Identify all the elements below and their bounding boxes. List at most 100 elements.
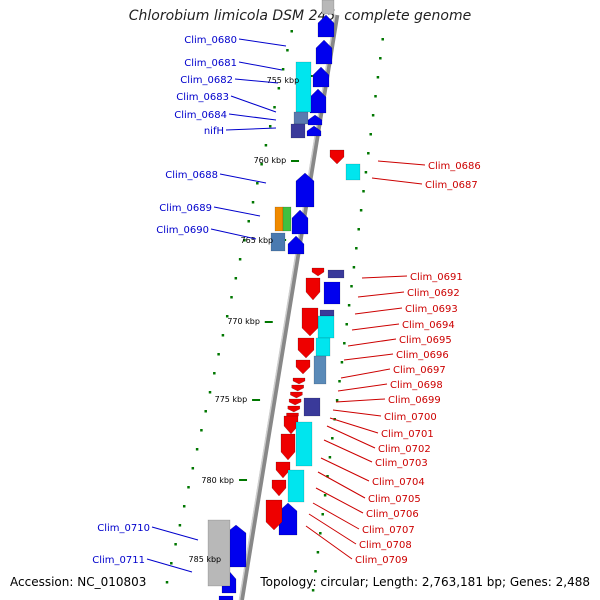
gene-label-clim-0687[interactable]: Clim_0687 bbox=[425, 180, 478, 191]
gene-blue-0684[interactable] bbox=[293, 111, 309, 125]
gene-label-clim-0700[interactable]: Clim_0700 bbox=[384, 412, 437, 423]
gene-clim-0682[interactable] bbox=[312, 66, 330, 88]
gene-clim-0693r[interactable] bbox=[301, 307, 319, 337]
leader-line bbox=[308, 513, 357, 545]
gene-label-clim-0705[interactable]: Clim_0705 bbox=[368, 494, 421, 505]
gene-clim-0698r[interactable] bbox=[291, 384, 304, 392]
gene-clim-0690b[interactable] bbox=[287, 235, 305, 255]
leader-line bbox=[351, 323, 400, 331]
leader-line bbox=[234, 78, 279, 84]
gene-clim-0698r[interactable] bbox=[292, 377, 306, 385]
gene-label-clim-0706[interactable]: Clim_0706 bbox=[366, 509, 419, 520]
gene-gray-top[interactable] bbox=[321, 0, 335, 15]
gene-blue-0697[interactable] bbox=[313, 355, 327, 385]
leader-line bbox=[335, 398, 386, 403]
gene-clim-0681[interactable] bbox=[315, 39, 333, 65]
tick-dot bbox=[273, 106, 276, 109]
gene-clim-0691[interactable] bbox=[311, 267, 325, 277]
gene-cyan-0694[interactable] bbox=[317, 315, 335, 339]
gene-clim-0696r[interactable] bbox=[295, 359, 311, 375]
leader-line bbox=[238, 38, 287, 47]
leader-line bbox=[317, 471, 366, 499]
gene-label-clim-0690[interactable]: Clim_0690 bbox=[156, 225, 209, 236]
gene-label-clim-0704[interactable]: Clim_0704 bbox=[372, 477, 425, 488]
gene-label-clim-0695[interactable]: Clim_0695 bbox=[399, 335, 452, 346]
gene-label-clim-0696[interactable]: Clim_0696 bbox=[396, 350, 449, 361]
gene-label-clim-0682[interactable]: Clim_0682 bbox=[180, 75, 233, 86]
gene-label-clim-0680[interactable]: Clim_0680 bbox=[184, 35, 237, 46]
gene-label-clim-0698[interactable]: Clim_0698 bbox=[390, 380, 443, 391]
tick-dot bbox=[178, 524, 182, 527]
tick-dot bbox=[347, 304, 351, 307]
gene-label-clim-0683[interactable]: Clim_0683 bbox=[176, 92, 229, 103]
gene-clim-0680[interactable] bbox=[317, 14, 335, 38]
tick-dot bbox=[369, 133, 372, 136]
gene-cyan-0681[interactable] bbox=[295, 61, 312, 113]
gene-label-clim-0711[interactable]: Clim_0711 bbox=[92, 555, 145, 566]
gene-clim-0704r[interactable] bbox=[275, 461, 291, 479]
tick-dot bbox=[359, 209, 363, 212]
gene-label-clim-0710[interactable]: Clim_0710 bbox=[97, 523, 150, 534]
gene-navy-0691[interactable] bbox=[327, 269, 345, 279]
gene-label-clim-0686[interactable]: Clim_0686 bbox=[428, 161, 481, 172]
gene-label-clim-0709[interactable]: Clim_0709 bbox=[355, 555, 408, 566]
gene-label-clim-0688[interactable]: Clim_0688 bbox=[165, 170, 218, 181]
leader-line bbox=[377, 160, 426, 166]
gene-features bbox=[207, 0, 361, 600]
gene-label-clim-0689[interactable]: Clim_0689 bbox=[159, 203, 212, 214]
tick-dot bbox=[345, 323, 348, 326]
gene-clim-0692[interactable] bbox=[323, 281, 341, 305]
gene-navy-0700[interactable] bbox=[303, 397, 321, 417]
gene-clim-0698r[interactable] bbox=[287, 405, 301, 413]
gene-clim-0708b[interactable] bbox=[278, 502, 298, 536]
gene-cyan-0706[interactable] bbox=[287, 469, 305, 503]
gene-blue-0690[interactable] bbox=[270, 232, 286, 252]
gene-clim-0702r[interactable] bbox=[280, 433, 296, 461]
gene-clim-0689b[interactable] bbox=[291, 209, 309, 235]
gene-clim-0688[interactable] bbox=[295, 172, 315, 208]
gene-clim-0695r[interactable] bbox=[297, 337, 315, 359]
gene-navy-nifh[interactable] bbox=[290, 123, 306, 139]
gene-clim-0684[interactable] bbox=[307, 114, 323, 126]
gene-label-clim-0707[interactable]: Clim_0707 bbox=[362, 525, 415, 536]
gene-nifh[interactable] bbox=[306, 125, 322, 137]
gene-label-clim-0694[interactable]: Clim_0694 bbox=[402, 320, 455, 331]
gene-label-clim-0701[interactable]: Clim_0701 bbox=[381, 429, 434, 440]
tick-dot bbox=[381, 38, 384, 41]
gene-label-clim-0703[interactable]: Clim_0703 bbox=[375, 458, 428, 469]
gene-cyan-0687[interactable] bbox=[345, 163, 361, 181]
gene-navy-0693[interactable] bbox=[319, 309, 335, 317]
gene-label-clim-0693[interactable]: Clim_0693 bbox=[405, 304, 458, 315]
gene-label-clim-0697[interactable]: Clim_0697 bbox=[393, 365, 446, 376]
tick-dot bbox=[314, 570, 317, 573]
gene-orange-0689[interactable] bbox=[274, 206, 284, 232]
leader-line bbox=[354, 307, 403, 315]
leader-line bbox=[371, 177, 423, 185]
gene-label-nifh[interactable]: nifH bbox=[204, 126, 224, 137]
gene-label-clim-0681[interactable]: Clim_0681 bbox=[184, 58, 237, 69]
tick-dot bbox=[379, 57, 382, 60]
gene-label-clim-0691[interactable]: Clim_0691 bbox=[410, 272, 463, 283]
tick-dot bbox=[191, 467, 195, 470]
gene-green-0689[interactable] bbox=[282, 206, 292, 232]
gene-cyan-0703[interactable] bbox=[295, 421, 313, 467]
gene-gray-0710[interactable] bbox=[207, 519, 231, 587]
gene-label-clim-0699[interactable]: Clim_0699 bbox=[388, 395, 441, 406]
leader-line bbox=[305, 525, 353, 560]
gene-clim-0707r[interactable] bbox=[265, 499, 283, 531]
gene-clim-0701r[interactable] bbox=[283, 415, 299, 435]
gene-clim-0686[interactable] bbox=[329, 149, 345, 165]
gene-clim-0698r[interactable] bbox=[290, 391, 303, 399]
gene-label-clim-0692[interactable]: Clim_0692 bbox=[407, 288, 460, 299]
tick-dot bbox=[319, 532, 322, 535]
gene-clim-0705r[interactable] bbox=[271, 479, 287, 497]
gene-edge[interactable] bbox=[218, 595, 234, 600]
gene-label-clim-0708[interactable]: Clim_0708 bbox=[359, 540, 412, 551]
gene-clim-0692r[interactable] bbox=[305, 277, 321, 301]
gene-label-clim-0684[interactable]: Clim_0684 bbox=[174, 110, 227, 121]
tick-dot bbox=[338, 380, 341, 383]
gene-cyan-0695[interactable] bbox=[315, 337, 331, 357]
gene-clim-0698r[interactable] bbox=[288, 398, 302, 406]
gene-label-clim-0702[interactable]: Clim_0702 bbox=[378, 444, 431, 455]
